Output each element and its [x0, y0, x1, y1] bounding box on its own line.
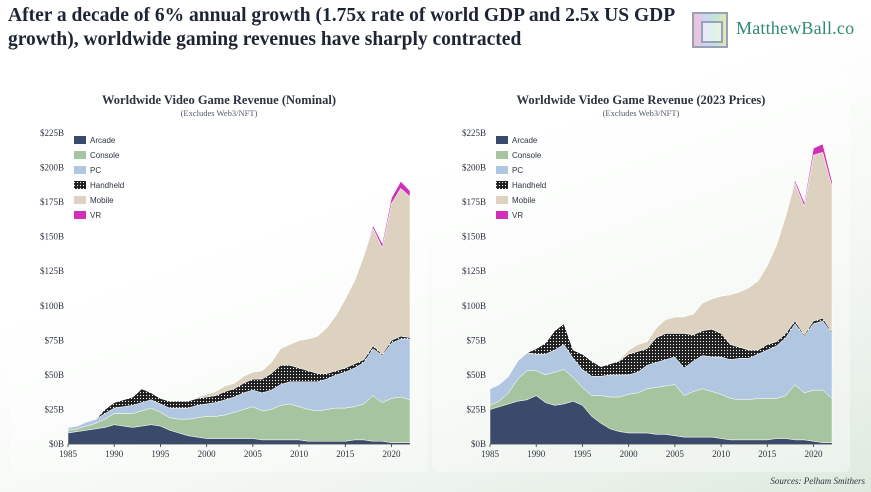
- series-area-vr: [67, 180, 411, 428]
- x-tick-label: 2015: [758, 449, 777, 459]
- legend-label-vr: VR: [90, 211, 101, 220]
- chart-panel-nominal: Worldwide Video Game Revenue (Nominal) (E…: [10, 76, 428, 472]
- y-tick-label: $225B: [40, 128, 64, 138]
- x-tick-label: 2020: [383, 449, 402, 459]
- y-tick-label: $0B: [471, 439, 486, 449]
- x-tick-label: 1990: [105, 449, 124, 459]
- y-tick-label: $50B: [466, 370, 486, 380]
- brand-logo: [692, 12, 728, 48]
- x-tick-label: 1985: [481, 449, 500, 459]
- series-area-vr: [489, 143, 833, 389]
- legend-label-pc: PC: [90, 166, 101, 175]
- chart-subtitle: (Excludes Web3/NFT): [181, 108, 258, 118]
- legend-swatch-pc: [74, 166, 86, 174]
- y-tick-label: $75B: [466, 335, 486, 345]
- page-headline: After a decade of 6% annual growth (1.75…: [8, 5, 675, 50]
- legend-label-arcade: Arcade: [512, 136, 538, 145]
- y-tick-label: $50B: [44, 370, 64, 380]
- brand-name: MatthewBall.co: [736, 18, 855, 38]
- brand: MatthewBall.co: [692, 12, 868, 52]
- legend-swatch-mobile: [74, 196, 86, 204]
- y-tick-label: $200B: [40, 163, 64, 173]
- legend-label-mobile: Mobile: [90, 196, 114, 205]
- x-tick-label: 2000: [620, 449, 639, 459]
- legend-label-console: Console: [512, 151, 542, 160]
- x-tick-label: 1985: [59, 449, 78, 459]
- y-tick-label: $0B: [49, 439, 64, 449]
- source-note: Sources: Pelham Smithers: [770, 476, 865, 486]
- legend-swatch-console: [74, 151, 86, 159]
- y-tick-label: $150B: [462, 232, 486, 242]
- x-tick-label: 2015: [336, 449, 355, 459]
- x-tick-label: 2000: [198, 449, 217, 459]
- chart-legend: Arcade Console PC Handheld Mobile VR: [74, 136, 124, 220]
- y-tick-label: $150B: [40, 232, 64, 242]
- legend-label-handheld: Handheld: [512, 181, 546, 190]
- y-tick-label: $225B: [462, 128, 486, 138]
- legend-label-vr: VR: [512, 211, 523, 220]
- legend-label-pc: PC: [512, 166, 523, 175]
- chart-2023-prices: Worldwide Video Game Revenue (2023 Price…: [462, 93, 833, 459]
- x-tick-label: 1995: [573, 449, 592, 459]
- y-tick-label: $175B: [462, 197, 486, 207]
- x-tick-label: 2020: [805, 449, 824, 459]
- x-tick-label: 2005: [666, 449, 685, 459]
- chart-title: Worldwide Video Game Revenue (2023 Price…: [517, 93, 766, 107]
- legend-label-console: Console: [90, 151, 120, 160]
- legend-swatch-vr: [496, 211, 508, 219]
- y-tick-label: $175B: [40, 197, 64, 207]
- x-tick-label: 2010: [290, 449, 309, 459]
- legend-swatch-vr: [74, 211, 86, 219]
- legend-swatch-arcade: [74, 136, 86, 144]
- x-tick-label: 2005: [244, 449, 263, 459]
- y-tick-label: $100B: [40, 301, 64, 311]
- y-tick-label: $75B: [44, 335, 64, 345]
- y-tick-label: $25B: [466, 404, 486, 414]
- chart-legend: Arcade Console PC Handheld Mobile VR: [496, 136, 546, 220]
- y-tick-label: $100B: [462, 301, 486, 311]
- y-tick-label: $125B: [462, 266, 486, 276]
- chart-nominal: Worldwide Video Game Revenue (Nominal)(E…: [40, 93, 411, 459]
- legend-swatch-pc: [496, 166, 508, 174]
- legend-swatch-handheld: [496, 181, 508, 189]
- x-tick-label: 1995: [151, 449, 170, 459]
- legend-swatch-arcade: [496, 136, 508, 144]
- y-tick-label: $25B: [44, 404, 64, 414]
- chart-subtitle: (Excludes Web3/NFT): [603, 108, 680, 118]
- legend-swatch-handheld: [74, 181, 86, 189]
- y-tick-label: $200B: [462, 163, 486, 173]
- legend-label-arcade: Arcade: [90, 136, 116, 145]
- legend-label-handheld: Handheld: [90, 181, 124, 190]
- legend-label-mobile: Mobile: [512, 196, 536, 205]
- chart-title: Worldwide Video Game Revenue (Nominal): [102, 93, 336, 107]
- chart-panel-real: Worldwide Video Game Revenue (2023 Price…: [432, 76, 850, 472]
- y-tick-label: $125B: [40, 266, 64, 276]
- legend-swatch-console: [496, 151, 508, 159]
- x-tick-label: 1990: [527, 449, 546, 459]
- x-tick-label: 2010: [712, 449, 731, 459]
- legend-swatch-mobile: [496, 196, 508, 204]
